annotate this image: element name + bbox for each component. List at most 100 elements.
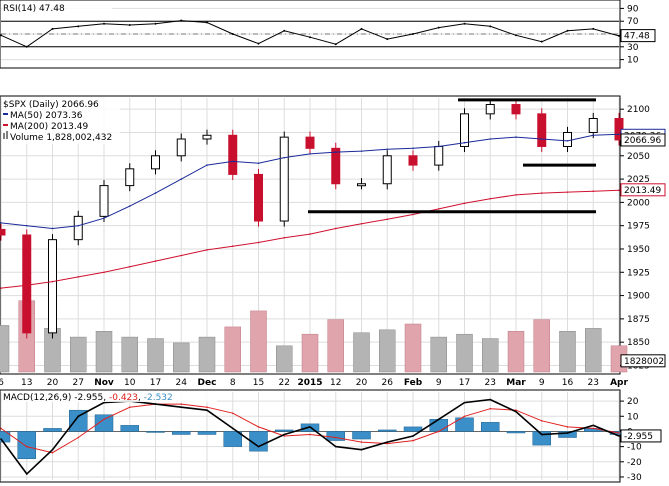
legend-ma50: MA(50) 2073.36	[3, 111, 83, 121]
macd-signal-line-point	[566, 426, 569, 428]
macd-line-point	[592, 424, 595, 427]
x-tick-label: 23	[485, 378, 496, 388]
ma200-line-point	[592, 190, 595, 192]
rsi-title: RSI(14) 47.48	[3, 4, 65, 14]
macd-signal-line-point	[128, 406, 131, 408]
rsi-point	[231, 33, 234, 35]
macd-signal-line-point	[489, 407, 492, 410]
x-tick-label: 2015	[297, 378, 322, 388]
ma50-line-point	[592, 134, 595, 137]
price-tick-label: 2100	[627, 105, 650, 115]
ma50-line-point	[515, 136, 517, 138]
price-panel: 2100207520502025200019751950192519001875…	[0, 95, 666, 375]
ma50-line-point	[180, 178, 183, 180]
macd-signal-line-point	[412, 439, 414, 442]
macd-signal-line-point	[592, 427, 595, 430]
ma50-line-point	[309, 153, 311, 155]
x-tick-label: Mar	[506, 378, 526, 388]
rsi-point	[309, 36, 311, 39]
ma200-line-point	[412, 213, 414, 216]
ma200-line-point	[103, 271, 105, 274]
x-tick-label: 16	[562, 378, 574, 388]
ma50-line-point	[489, 138, 492, 140]
volume-bar	[456, 333, 473, 373]
ma50-line-point	[540, 138, 543, 140]
x-tick-label: 9	[436, 378, 442, 388]
macd-line-point	[463, 401, 466, 404]
macd-histogram-bar	[378, 429, 397, 432]
rsi-tick-label: 90	[627, 4, 639, 14]
macd-histogram-bar	[455, 417, 474, 432]
volume-bar	[147, 338, 164, 373]
ma200-line-point	[257, 241, 260, 244]
candle-body	[460, 113, 469, 147]
ma200-line-point	[334, 227, 337, 230]
macd-signal-line-point	[0, 427, 2, 430]
macd-histogram-bar	[352, 431, 371, 440]
volume-bar	[327, 319, 344, 373]
ma50-line-point	[566, 140, 569, 142]
x-tick-label: 8	[230, 378, 236, 388]
price-current-tag	[620, 133, 666, 147]
rsi-point	[592, 27, 595, 30]
macd-signal-line-point	[515, 409, 517, 412]
ma200-line-point	[283, 236, 286, 239]
candle-body	[202, 134, 212, 140]
macd-histogram-bar	[429, 419, 448, 432]
ma50-line-point	[437, 145, 440, 148]
volume-bar	[404, 323, 422, 373]
macd-hist-value: -2.532	[144, 393, 173, 403]
macd-line-point	[618, 435, 620, 437]
volume-bar	[585, 328, 602, 373]
ma200-line-point	[437, 208, 440, 210]
rsi-point	[540, 40, 543, 43]
volume-bar	[95, 331, 113, 373]
macd-signal-line-point	[540, 420, 543, 422]
rsi-point	[257, 42, 260, 45]
macd-current-tag	[620, 429, 662, 443]
ma200-line-point	[154, 260, 157, 262]
macd-line-point	[154, 403, 157, 405]
macd-line-point	[334, 445, 337, 448]
ma50-swatch	[3, 113, 8, 115]
candle-body	[254, 173, 263, 222]
volume-bar	[121, 336, 138, 373]
macd-axis: 20100-10-20-30-2.955	[620, 397, 662, 483]
macd-title-bg	[2, 391, 217, 402]
candle-body	[99, 185, 109, 217]
legend-volume: Volume 1,828,002,432	[3, 131, 112, 143]
macd-histogram-bar	[0, 431, 11, 443]
macd-signal-line-point	[51, 451, 54, 454]
ma50-line-point	[51, 227, 54, 230]
candle-body	[563, 131, 572, 147]
macd-signal-line-point	[463, 415, 466, 418]
macd-histogram-bar	[249, 431, 268, 452]
rsi-point	[566, 29, 569, 32]
macd-line-point	[257, 445, 260, 448]
macd-plot	[0, 398, 629, 476]
rsi-point	[51, 27, 54, 30]
rsi-point	[412, 33, 414, 35]
ma50-line-point	[334, 151, 337, 153]
ma50-line-point	[386, 148, 389, 151]
macd-histogram-bar	[506, 431, 526, 434]
macd-line-point	[309, 426, 311, 428]
macd-line-point	[180, 406, 183, 408]
x-tick-label: 13	[21, 378, 32, 388]
rsi-current-tag	[620, 29, 656, 43]
ma50-line-point	[25, 224, 28, 227]
ma200-current-value: 2013.49	[624, 186, 661, 196]
macd-signal-line-point	[618, 432, 620, 434]
macd-signal-line-point	[103, 418, 105, 421]
candle-body	[151, 155, 160, 170]
ma50-line-point	[128, 205, 131, 207]
macd-tick-label: 10	[627, 412, 639, 422]
volume-bar	[533, 319, 550, 373]
ma200-line-point	[309, 233, 311, 235]
macd-signal-line-point	[180, 403, 183, 405]
macd-histogram-bar	[43, 428, 62, 432]
rsi-axis: 907050301047.48	[620, 4, 656, 66]
macd-signal-line-point	[386, 442, 389, 445]
macd-histogram-bar	[558, 431, 577, 438]
